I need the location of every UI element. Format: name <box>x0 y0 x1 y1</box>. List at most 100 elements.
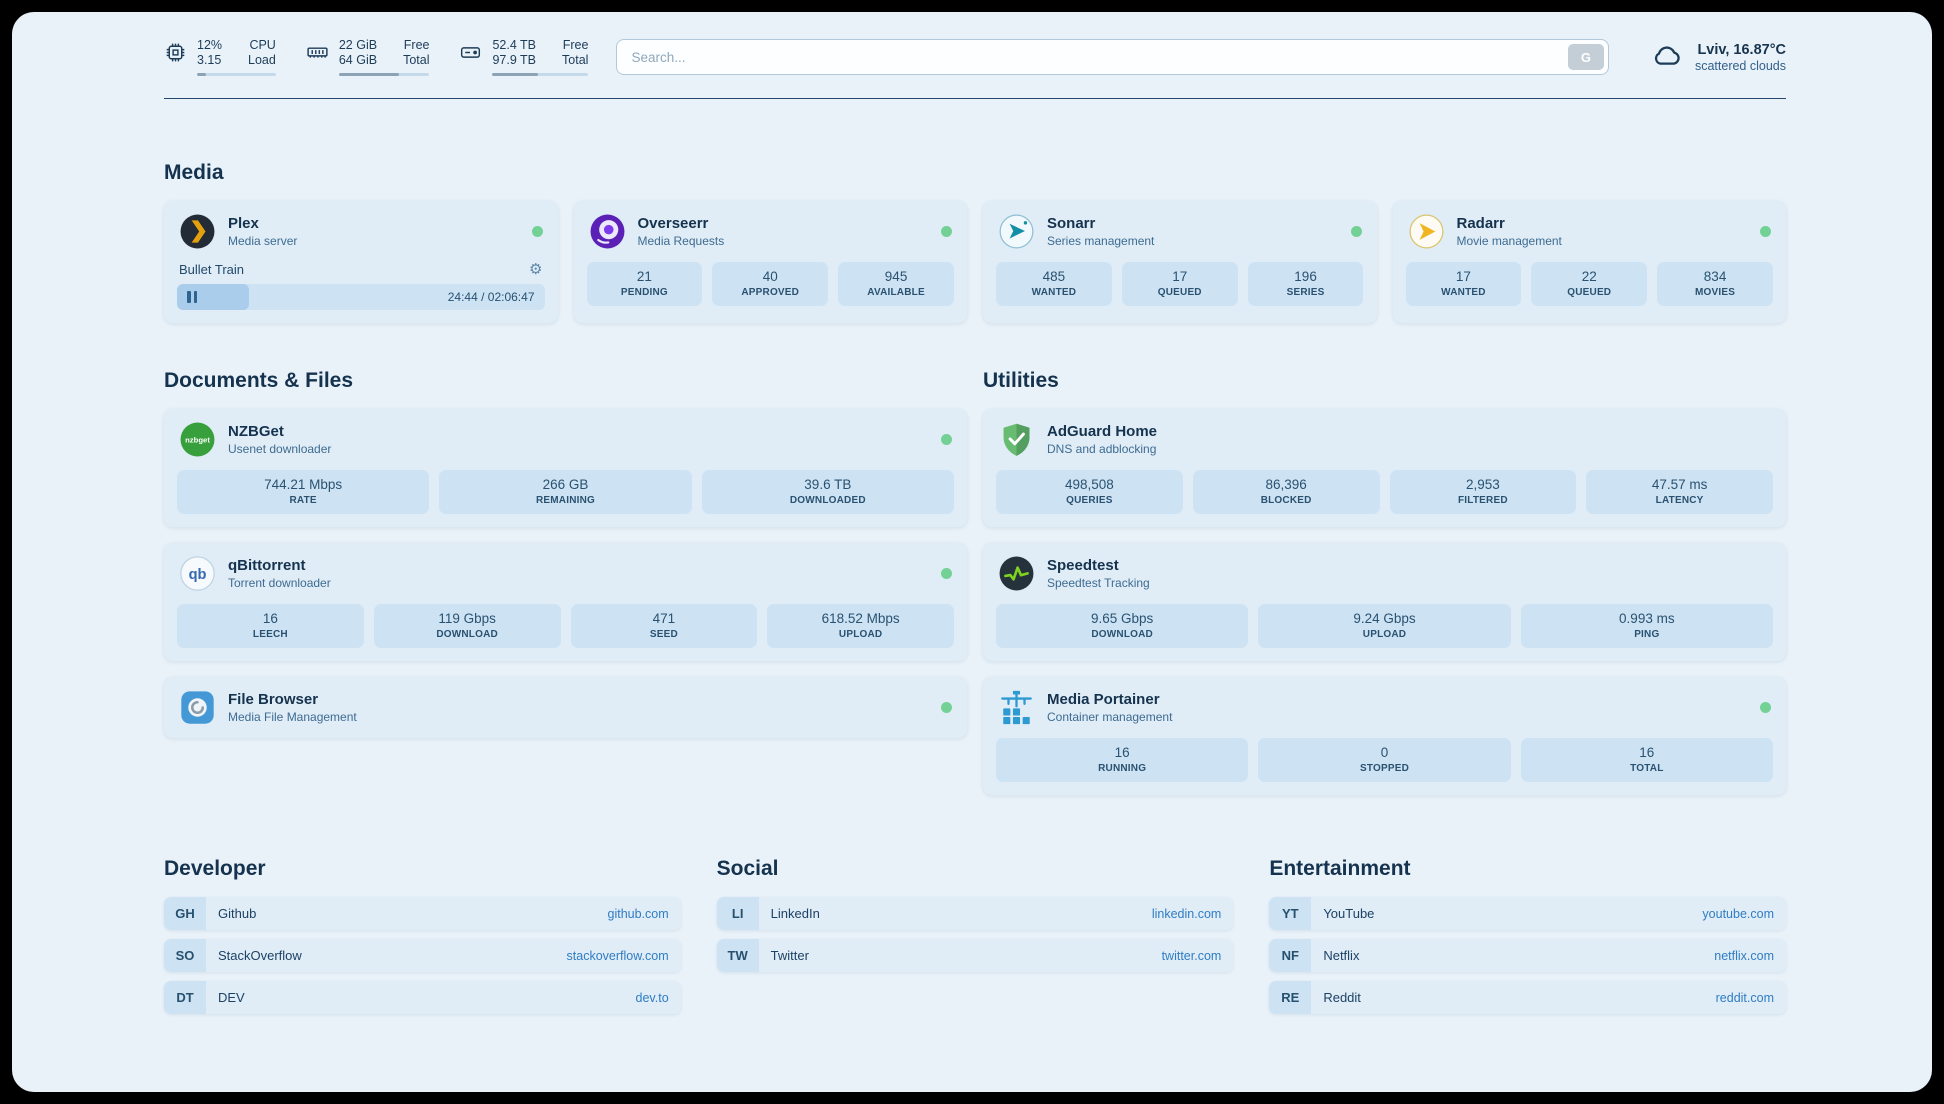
qbittorrent-card[interactable]: qb qBittorrent Torrent downloader 16 LEE… <box>164 543 967 661</box>
section-heading-entertainment: Entertainment <box>1269 857 1411 880</box>
bookmark-netflix[interactable]: NF Netflix netflix.com <box>1269 939 1786 972</box>
bookmark-github[interactable]: GH Github github.com <box>164 897 681 930</box>
memory-icon <box>306 41 329 64</box>
bookmark-stackoverflow[interactable]: SO StackOverflow stackoverflow.com <box>164 939 681 972</box>
bookmark-name: Twitter <box>770 948 809 963</box>
stat-value: 2,953 <box>1465 477 1500 492</box>
sonarr-card[interactable]: Sonarr Series management 485 WANTED 17 Q… <box>983 201 1377 323</box>
memory-free-value: 22 GiB <box>338 38 378 52</box>
stat-box: 0.993 ms PING <box>1520 604 1773 648</box>
status-dot <box>531 226 543 237</box>
bookmark-abbr: GH <box>164 897 206 930</box>
weather-widget: Lviv, 16.87°C scattered clouds <box>1649 39 1786 76</box>
stat-value: 16 <box>1114 745 1130 760</box>
bookmark-url: netflix.com <box>1714 948 1774 963</box>
disk-usage-bar <box>492 73 589 76</box>
bookmark-url: github.com <box>607 906 669 921</box>
radarr-title: Radarr <box>1456 215 1505 232</box>
qbittorrent-subtitle: Torrent downloader <box>228 576 331 590</box>
overseerr-card[interactable]: Overseerr Media Requests 21 PENDING 40 A… <box>573 201 967 323</box>
playback-progress-bar[interactable]: 24:44 / 02:06:47 <box>177 284 545 310</box>
sonarr-title: Sonarr <box>1047 215 1096 232</box>
portainer-subtitle: Container management <box>1047 710 1173 724</box>
bookmark-name: Netflix <box>1323 948 1360 963</box>
filebrowser-card[interactable]: File Browser Media File Management <box>164 677 967 738</box>
nzbget-subtitle: Usenet downloader <box>228 442 332 456</box>
stat-label: DOWNLOAD <box>1091 629 1153 640</box>
pause-icon[interactable] <box>187 291 197 303</box>
bookmark-reddit[interactable]: RE Reddit reddit.com <box>1269 981 1786 1014</box>
overseerr-icon <box>589 213 626 250</box>
svg-text:qb: qb <box>189 567 207 583</box>
bookmark-group-developer: Developer GH Github github.com SO StackO… <box>164 857 681 1014</box>
portainer-card[interactable]: Media Portainer Container management 16 … <box>983 677 1786 795</box>
stat-value: 0 <box>1380 745 1389 760</box>
memory-free-label: Free <box>403 38 430 52</box>
stat-box: 16 TOTAL <box>1520 738 1773 782</box>
stat-value: 86,396 <box>1265 477 1307 492</box>
nzbget-card[interactable]: nzbget NZBGet Usenet downloader 744.21 M… <box>164 409 967 527</box>
stat-box: 485 WANTED <box>996 262 1112 306</box>
status-dot <box>1350 226 1362 237</box>
memory-total-label: Total <box>403 53 430 67</box>
stat-label: PING <box>1634 629 1660 640</box>
memory-usage-bar <box>338 73 430 76</box>
topbar-divider <box>164 98 1786 99</box>
bookmark-name: YouTube <box>1323 906 1375 921</box>
stat-value: 17 <box>1455 269 1471 284</box>
search-input[interactable] <box>616 39 1609 75</box>
nzbget-title: NZBGet <box>228 423 284 440</box>
stat-value: 9.24 Gbps <box>1353 611 1416 626</box>
bookmark-linkedin[interactable]: LI LinkedIn linkedin.com <box>716 897 1234 930</box>
stat-label: WANTED <box>1031 287 1077 298</box>
resource-widgets: 12% CPU 3.15 Load 22 GiB Free 64 <box>164 38 589 76</box>
cloud-icon <box>1649 39 1685 76</box>
stat-box: 17 QUEUED <box>1121 262 1238 306</box>
adguard-card[interactable]: AdGuard Home DNS and adblocking 498,508 … <box>983 409 1786 527</box>
search-container: G <box>616 39 1609 75</box>
radarr-subtitle: Movie management <box>1456 234 1562 248</box>
radarr-card[interactable]: Radarr Movie management 17 WANTED 22 QUE… <box>1392 201 1786 323</box>
stat-label: FILTERED <box>1458 495 1508 506</box>
bookmark-url: reddit.com <box>1715 990 1774 1005</box>
bookmark-abbr: SO <box>164 939 206 972</box>
stat-label: PENDING <box>620 287 668 298</box>
stat-value: 119 Gbps <box>438 611 496 626</box>
bookmark-youtube[interactable]: YT YouTube youtube.com <box>1269 897 1786 930</box>
disk-usage-bar-fill <box>492 73 538 76</box>
speedtest-title: Speedtest <box>1047 557 1119 574</box>
stat-label: STOPPED <box>1359 763 1409 774</box>
portainer-title: Media Portainer <box>1047 691 1160 708</box>
bookmark-twitter[interactable]: TW Twitter twitter.com <box>716 939 1234 972</box>
stat-label: SEED <box>649 629 678 640</box>
gear-icon[interactable]: ⚙ <box>529 261 543 278</box>
plex-subtitle: Media server <box>228 234 298 248</box>
bookmark-dev[interactable]: DT DEV dev.to <box>164 981 681 1014</box>
nzbget-icon: nzbget <box>179 421 216 458</box>
disk-total-value: 97.9 TB <box>492 53 537 67</box>
status-dot <box>1760 702 1771 713</box>
stat-box: 618.52 Mbps UPLOAD <box>767 604 954 648</box>
status-dot <box>1760 226 1771 237</box>
plex-card[interactable]: Plex Media server Bullet Train ⚙ 24:44 /… <box>164 201 558 323</box>
speedtest-subtitle: Speedtest Tracking <box>1047 576 1150 590</box>
speedtest-card[interactable]: Speedtest Speedtest Tracking 9.65 Gbps D… <box>983 543 1786 661</box>
stat-value: 485 <box>1042 269 1066 284</box>
bookmark-abbr: RE <box>1269 981 1312 1014</box>
stat-value: 744.21 Mbps <box>264 477 343 492</box>
stat-label: DOWNLOAD <box>436 629 498 640</box>
stat-value: 16 <box>1639 745 1655 760</box>
bookmark-abbr: DT <box>164 981 206 1014</box>
overseerr-subtitle: Media Requests <box>637 234 725 248</box>
cpu-usage-bar <box>197 73 276 76</box>
bookmark-abbr: LI <box>716 897 759 930</box>
stat-label: TOTAL <box>1630 763 1664 774</box>
stat-value: 17 <box>1172 269 1188 284</box>
stat-label: APPROVED <box>741 287 800 298</box>
stat-box: 17 WANTED <box>1405 262 1522 306</box>
stat-box: 47.57 ms LATENCY <box>1586 470 1773 514</box>
plex-icon <box>179 213 216 250</box>
stat-box: 39.6 TB DOWNLOADED <box>701 470 954 514</box>
search-provider-button[interactable]: G <box>1567 44 1604 70</box>
stat-box: 834 MOVIES <box>1657 262 1773 306</box>
